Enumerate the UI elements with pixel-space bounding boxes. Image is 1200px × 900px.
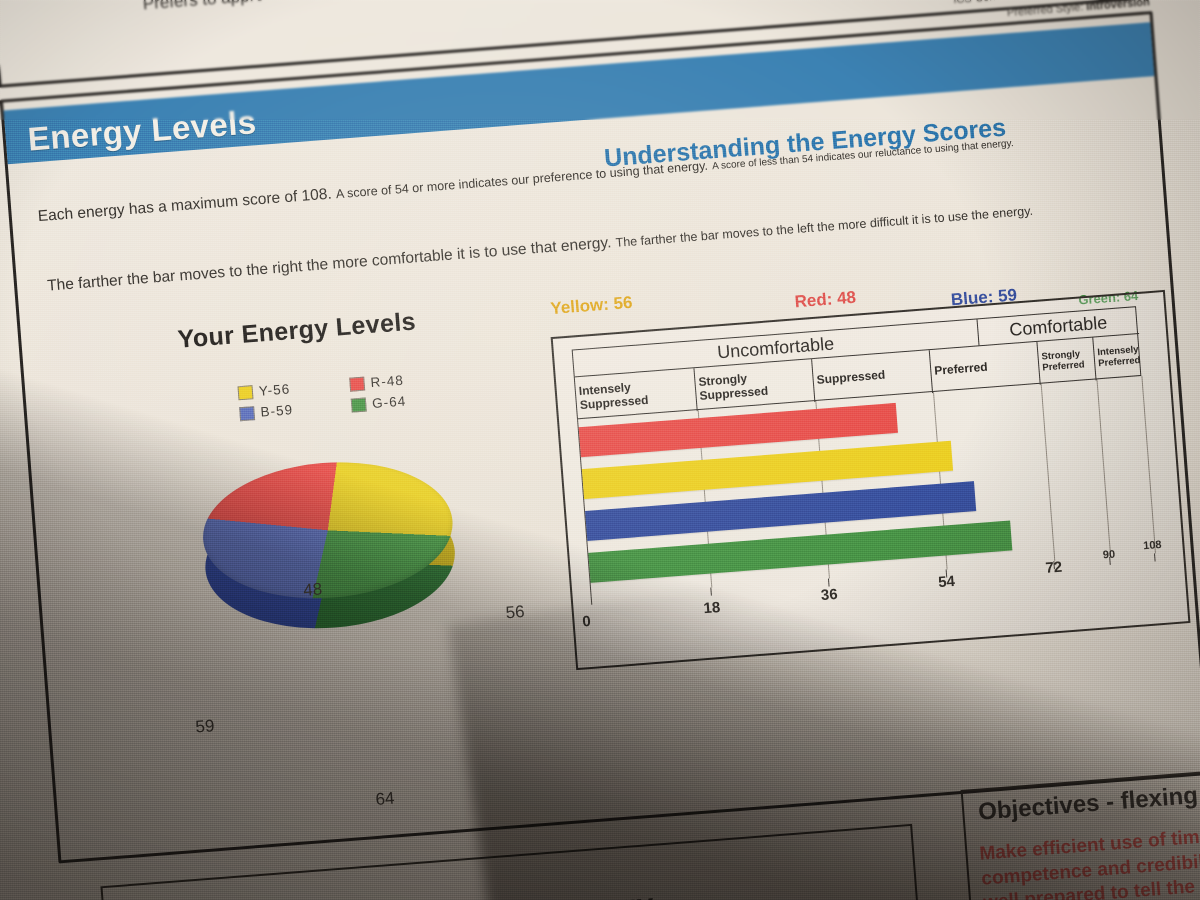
bar-chart-box: Uncomfortable Comfortable Intensely Supp…	[550, 289, 1191, 671]
band-header-strongly-preferred: Strongly Preferred	[1037, 337, 1097, 385]
preferred-style-label: Preferred Style:	[1006, 0, 1084, 19]
score-red: Red: 48	[793, 287, 857, 312]
legend-swatch-yellow	[237, 384, 254, 400]
energy-levels-banner-title: Energy Levels	[26, 103, 258, 158]
legend-swatch-red	[349, 376, 366, 392]
legend-label-blue: B-59	[259, 402, 294, 420]
tick-label-0: 0	[581, 612, 592, 631]
bar-chart-inner: Uncomfortable Comfortable Intensely Supp…	[571, 306, 1162, 631]
tick-label-108: 108	[1142, 538, 1163, 553]
score-yellow: Yellow: 56	[549, 292, 634, 319]
gridline-90	[1096, 379, 1112, 557]
legend-item-red: R-48	[349, 369, 448, 392]
band-header-intensely-preferred: Intensely Preferred	[1093, 334, 1142, 380]
energy-levels-panel: Energy Levels Understanding the Energy S…	[0, 11, 1200, 864]
legend-item-blue: B-59	[239, 399, 338, 421]
legend-swatch-green	[350, 397, 367, 413]
gridline-108	[1141, 375, 1157, 554]
band-header-strongly-preferred-line2: Preferred	[1041, 358, 1085, 374]
band-header-intensely-preferred-line2: Preferred	[1097, 354, 1141, 369]
pie-label-green: 64	[374, 788, 396, 809]
paragraph-1-sentence-1: Each energy has a maximum score of 108.	[37, 185, 333, 226]
tick-label-18: 18	[702, 598, 721, 618]
tick-mark-18	[710, 587, 712, 596]
paragraph-2-sentence-2: The farther the bar moves to the left th…	[615, 203, 1034, 250]
tick-mark-36	[827, 578, 830, 587]
pie-label-red: 48	[302, 579, 323, 600]
pie-chart-legend: Y-56 R-48 B-59 G-64	[237, 369, 449, 421]
tick-mark-108	[1154, 553, 1156, 562]
paragraph-2-sentence-1: The farther the bar moves to the right t…	[46, 234, 612, 295]
pie-chart-top-face	[197, 453, 458, 608]
legend-label-yellow: Y-56	[258, 381, 291, 399]
pie-label-yellow: 56	[504, 602, 526, 623]
tick-label-90: 90	[1102, 548, 1116, 562]
legend-label-green: G-64	[371, 393, 407, 412]
preferred-style-value: Introversion	[1085, 0, 1151, 13]
gridline-72	[1040, 383, 1056, 562]
paragraph-1-sentence-2: A score of 54 or more indicates our pref…	[335, 158, 709, 202]
pie-chart-graphic: 48 56 59 64	[195, 453, 525, 809]
legend-item-green: G-64	[350, 390, 450, 413]
tick-label-36: 36	[820, 585, 839, 605]
pie-chart-title: Your Energy Levels	[176, 307, 417, 354]
tick-mark-0	[590, 596, 593, 605]
legend-item-yellow: Y-56	[237, 378, 336, 400]
pie-chart-block: Your Energy Levels Y-56 R-48 B-59	[141, 299, 557, 809]
band-header-preferred-label: Preferred	[933, 359, 989, 378]
legend-label-red: R-48	[370, 372, 405, 391]
legend-swatch-blue	[239, 405, 256, 421]
tick-label-72: 72	[1044, 558, 1063, 577]
tick-label-54: 54	[937, 572, 956, 592]
band-header-suppressed-label: Suppressed	[816, 367, 886, 387]
pie-label-blue: 59	[194, 716, 216, 737]
objectives-body: Make efficient use of time. Dem your com…	[978, 819, 1200, 900]
